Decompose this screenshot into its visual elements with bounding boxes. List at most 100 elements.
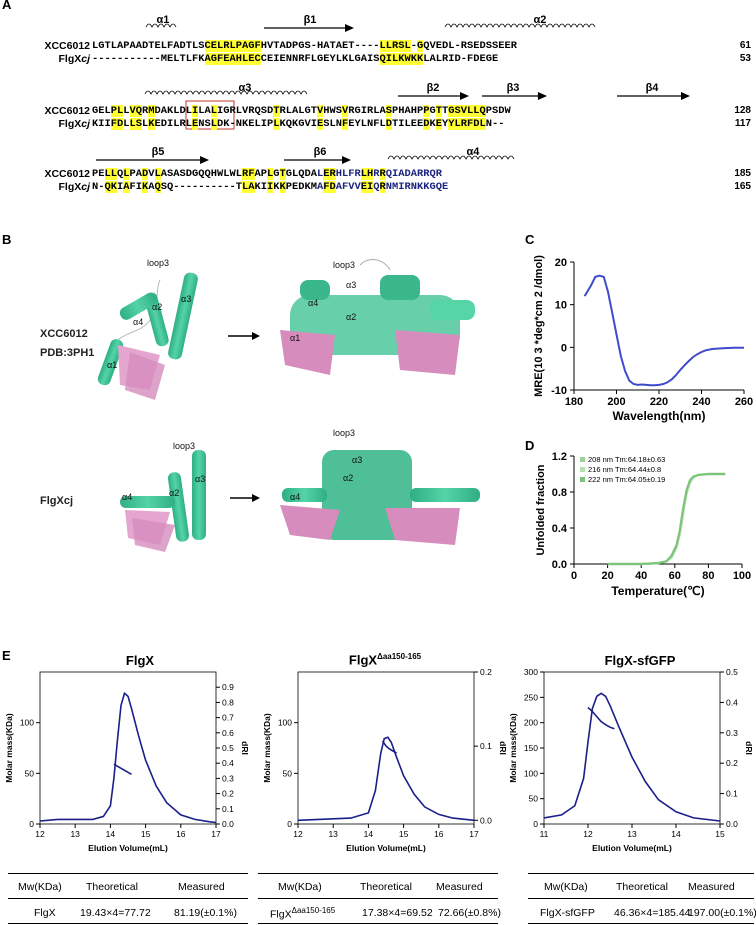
panel-letter-e: E bbox=[2, 648, 11, 663]
molar-mass-trace bbox=[113, 763, 132, 775]
x-tick-label: 14 bbox=[364, 829, 374, 839]
table-header-measured: Measured bbox=[178, 881, 225, 893]
mw-table-flgx-delta: Mw(KDa) Theoretical Measured FlgXΔaa150-… bbox=[258, 873, 501, 924]
x-axis-label: Elution Volume(mL) bbox=[346, 843, 426, 853]
y2-tick-label: 0.0 bbox=[222, 819, 234, 829]
y2-tick-label: 0.7 bbox=[222, 713, 234, 723]
label-a4-multi1: α4 bbox=[308, 298, 319, 308]
y2-tick-label: 0.4 bbox=[726, 697, 738, 707]
y-tick-label: 20 bbox=[555, 257, 567, 269]
melt-series-line bbox=[607, 472, 726, 566]
x-tick-label: 13 bbox=[328, 829, 338, 839]
x-axis-label: Wavelength(nm) bbox=[613, 409, 706, 423]
ss-label-alpha4: α4 bbox=[466, 146, 480, 158]
structure-name-xcc6012: XCC6012 bbox=[40, 328, 88, 340]
alignment-sequence: KIIFDLLSLKEDILRLENSLDK-NKELIPLKQKGVIESLN… bbox=[92, 118, 505, 130]
strand-beta4 bbox=[617, 92, 690, 100]
legend-swatch bbox=[580, 477, 585, 482]
panel-letter-c: C bbox=[525, 232, 535, 247]
y2-tick-label: 0.2 bbox=[726, 758, 738, 768]
flgxcj-monomer-cartoon bbox=[120, 450, 206, 552]
legend-entry: 222 nm Tm:64.05±0.19 bbox=[588, 475, 665, 484]
secondary-structure-annotations bbox=[96, 23, 690, 164]
x-axis-label: Elution Volume(mL) bbox=[592, 843, 672, 853]
dri-trace bbox=[297, 736, 475, 822]
cd-spectrum-chart: 180 200 220 240 260 -10 0 10 20 Wavelength(nm) MRE… bbox=[533, 255, 753, 423]
sec-chart-flgx-sfgfp: 11 12 13 14 150501001502002503000.00.10.20.3… bbox=[508, 668, 754, 853]
y-tick-label: 50 bbox=[25, 768, 35, 778]
x-tick-label: 12 bbox=[293, 829, 303, 839]
table-rule bbox=[8, 873, 248, 874]
plot-frame bbox=[297, 671, 475, 825]
alignment-seq-name: XCC6012 bbox=[44, 168, 90, 180]
y2-axis-label: dRI bbox=[744, 741, 754, 755]
y-tick-label: 0.4 bbox=[552, 523, 568, 535]
y2-tick-label: 0.8 bbox=[222, 697, 234, 707]
mw-table-flgx: Mw(KDa) Theoretical Measured FlgX 19.43×… bbox=[8, 873, 248, 924]
table-cell-measured: 197.00(±0.1%) bbox=[688, 907, 756, 919]
mw-table-flgx-sfgfp: Mw(KDa) Theoretical Measured FlgX-sfGFP … bbox=[528, 873, 756, 924]
table-header-theoretical: Theoretical bbox=[616, 881, 668, 893]
table-cell-measured: 81.19(±0.1%) bbox=[174, 907, 237, 919]
y2-tick-label: 0.5 bbox=[222, 743, 234, 753]
x-tick-label: 20 bbox=[601, 570, 613, 582]
table-rule bbox=[528, 923, 754, 924]
y2-tick-label: 0.1 bbox=[480, 741, 492, 751]
y-tick-label: 0 bbox=[287, 819, 292, 829]
alignment-seq-name: FlgXcj bbox=[58, 53, 90, 65]
x-tick-label: 12 bbox=[35, 829, 45, 839]
alignment-sequence: N-QKIAFIKAQSQ----------TLAKIIKKPEDKMAFDA… bbox=[92, 181, 449, 193]
x-tick-label: 16 bbox=[434, 829, 444, 839]
cd-series-line bbox=[583, 274, 744, 387]
plot-frame bbox=[543, 671, 721, 825]
y-tick-label: 100 bbox=[20, 718, 34, 728]
label-loop3-multi2: loop3 bbox=[333, 428, 356, 438]
alignment-position-number: 53 bbox=[739, 53, 751, 64]
legend-entry: 208 nm Tm:64.18±0.63 bbox=[588, 455, 665, 464]
y-tick-label: 150 bbox=[524, 743, 538, 753]
dri-trace bbox=[39, 691, 217, 824]
x-axis-label: Temperature(℃) bbox=[611, 584, 704, 598]
molar-mass-trace bbox=[381, 740, 398, 754]
sec-title-flgx-delta: FlgXΔaa150-165 bbox=[290, 652, 480, 667]
y2-axis-label: dRI bbox=[240, 741, 250, 755]
ss-label-beta6: β6 bbox=[313, 146, 327, 158]
label-a2-mono1: α2 bbox=[152, 302, 163, 312]
y-axis-label: MRE(10 3 *deg*cm 2 /dmol) bbox=[533, 255, 545, 397]
y-axis-label: Molar mass(KDa) bbox=[262, 713, 272, 783]
strand-beta3 bbox=[482, 92, 547, 100]
dri-trace bbox=[543, 692, 721, 822]
y-tick-label: 0 bbox=[533, 819, 538, 829]
alignment-sequence: LGTLAPAADTELFADTLSCELRLPAGFHVTADPGS-HATA… bbox=[92, 40, 517, 52]
table-cell-theoretical: 19.43×4=77.72 bbox=[80, 907, 151, 919]
y-tick-label: 1.2 bbox=[552, 451, 567, 463]
y-tick-label: 200 bbox=[524, 718, 538, 728]
sec-chart-flgx: 12 13 14 15 16 17 0 50 100 0.0 0.1 0.2 0.3 0.4 0.5 0.6 0… bbox=[4, 671, 250, 853]
table-rule bbox=[528, 898, 754, 899]
table-cell-name: FlgXΔaa150-165 bbox=[270, 906, 335, 921]
helix-alpha4 bbox=[387, 155, 515, 160]
y-axis-label: Molar mass(KDa) bbox=[508, 713, 518, 783]
assembly-arrow-2 bbox=[230, 494, 260, 502]
sec-title-flgx-sfgfp: FlgX-sfGFP bbox=[604, 653, 676, 668]
table-cell-name: FlgX-sfGFP bbox=[540, 907, 595, 919]
highlight-box bbox=[185, 100, 235, 130]
label-a3-multi1: α3 bbox=[346, 280, 357, 290]
alignment-sequence: GELPLLVQRMDAKLDLILALIGRLVRQSDTRLALGTVHWS… bbox=[92, 105, 511, 117]
x-tick-label: 260 bbox=[735, 396, 753, 408]
strand-beta6 bbox=[284, 156, 351, 164]
ss-label-beta2: β2 bbox=[426, 82, 440, 94]
melt-series-line bbox=[607, 472, 726, 566]
legend-swatch bbox=[580, 457, 585, 462]
label-loop3-multi1: loop3 bbox=[333, 260, 356, 270]
strand-beta5 bbox=[96, 156, 209, 164]
label-a3-mono2: α3 bbox=[195, 474, 206, 484]
x-axis-label: Elution Volume(mL) bbox=[88, 843, 168, 853]
melt-series-line bbox=[607, 472, 726, 566]
table-cell-name-sup: Δaa150-165 bbox=[291, 906, 336, 915]
legend-entry: 216 nm Tm:64.44±0.8 bbox=[588, 465, 661, 474]
y2-tick-label: 0.4 bbox=[222, 758, 234, 768]
structure-name-flgxcj: FlgXcj bbox=[40, 495, 74, 507]
y-axis-label: Molar mass(KDa) bbox=[4, 713, 14, 783]
xcc6012-tetramer-cartoon bbox=[280, 259, 475, 375]
